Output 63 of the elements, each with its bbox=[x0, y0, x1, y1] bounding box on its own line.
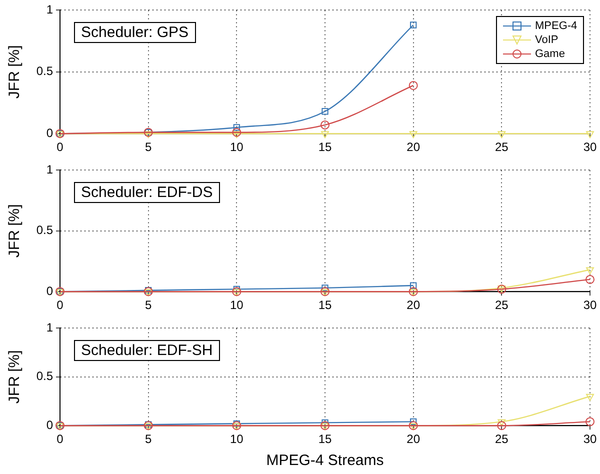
point bbox=[410, 418, 417, 426]
x-tick-label: 30 bbox=[583, 140, 597, 154]
point bbox=[586, 267, 594, 274]
point bbox=[320, 120, 330, 130]
legend-label: MPEG-4 bbox=[535, 20, 578, 32]
y-tick-label: 0.5 bbox=[36, 64, 54, 78]
point bbox=[498, 131, 506, 138]
point bbox=[233, 420, 240, 427]
legend-label: Game bbox=[535, 48, 565, 60]
y-axis-title: JFR [%] bbox=[6, 204, 24, 258]
y-tick-label: 0.5 bbox=[36, 223, 54, 238]
point bbox=[233, 124, 240, 131]
point bbox=[232, 131, 241, 138]
point bbox=[586, 274, 594, 284]
point bbox=[322, 108, 328, 115]
point bbox=[498, 419, 506, 426]
point bbox=[233, 286, 240, 292]
x-tick-label: 30 bbox=[583, 298, 597, 312]
x-tick-label: 25 bbox=[494, 140, 509, 154]
x-tick-label: 15 bbox=[318, 432, 332, 446]
point bbox=[586, 417, 594, 426]
point bbox=[586, 394, 594, 401]
y-tick-label: 0 bbox=[46, 126, 54, 140]
y-tick-label: 0 bbox=[46, 284, 54, 298]
x-tick-label: 10 bbox=[230, 432, 244, 446]
annotation: Scheduler: EDF-DS bbox=[74, 182, 220, 204]
x-tick-label: 15 bbox=[318, 140, 332, 154]
x-tick-label: 20 bbox=[406, 298, 420, 312]
point bbox=[410, 22, 417, 28]
x-tick-label: 25 bbox=[494, 432, 509, 446]
y-tick-label: 1 bbox=[46, 2, 54, 17]
y-axis-title: JFR [%] bbox=[6, 45, 24, 99]
point bbox=[144, 131, 152, 138]
x-tick-label: 20 bbox=[406, 432, 420, 446]
x-axis-title: MPEG-4 Streams bbox=[266, 452, 384, 470]
point bbox=[586, 131, 594, 138]
x-tick-label: 10 bbox=[230, 298, 244, 312]
x-tick-label: 30 bbox=[583, 432, 597, 446]
point bbox=[497, 421, 506, 430]
x-tick-label: 0 bbox=[56, 432, 64, 446]
x-tick-label: 5 bbox=[144, 140, 152, 154]
x-tick-label: 10 bbox=[230, 140, 244, 154]
point bbox=[408, 80, 418, 90]
x-tick-label: 15 bbox=[318, 298, 332, 312]
annotation: Scheduler: GPS bbox=[74, 22, 196, 44]
x-tick-label: 0 bbox=[56, 298, 64, 312]
y-tick-label: 1 bbox=[46, 320, 54, 335]
x-tick-label: 5 bbox=[144, 298, 152, 312]
y-axis-title: JFR [%] bbox=[6, 350, 24, 404]
x-tick-label: 25 bbox=[494, 298, 509, 312]
point bbox=[322, 284, 328, 292]
point bbox=[409, 131, 418, 138]
y-tick-label: 0 bbox=[46, 418, 54, 432]
y-tick-label: 1 bbox=[46, 162, 54, 177]
x-tick-label: 5 bbox=[144, 432, 152, 446]
y-tick-label: 0.5 bbox=[36, 369, 54, 384]
x-tick-label: 20 bbox=[406, 140, 420, 154]
annotation: Scheduler: EDF-SH bbox=[74, 340, 220, 362]
point bbox=[232, 128, 242, 137]
x-tick-label: 0 bbox=[56, 140, 64, 154]
point bbox=[321, 131, 329, 138]
point bbox=[410, 282, 417, 289]
legend-label: VoIP bbox=[535, 34, 558, 46]
